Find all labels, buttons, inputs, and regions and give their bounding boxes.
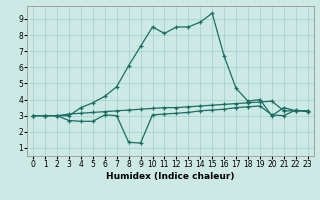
X-axis label: Humidex (Indice chaleur): Humidex (Indice chaleur) <box>106 172 235 181</box>
